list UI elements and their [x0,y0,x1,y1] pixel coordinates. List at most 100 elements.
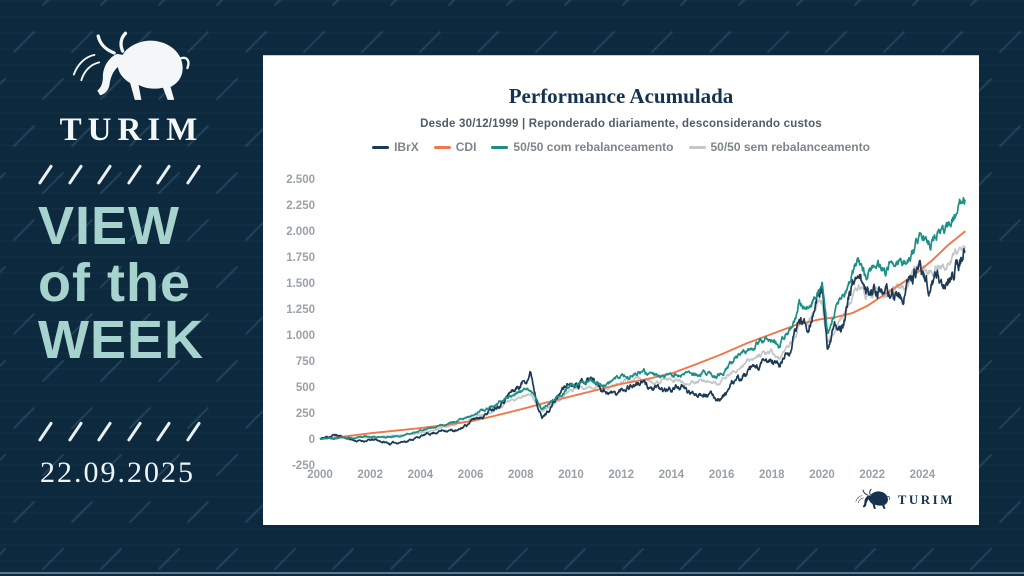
dash-mark [505,547,529,571]
x-axis-tick: 2016 [709,469,735,481]
dash-mark [998,30,1022,54]
slash-icon [96,421,112,442]
x-axis-tick: 2010 [558,469,584,481]
legend-item: IBrX [372,140,419,154]
date-label: 22.09.2025 [40,456,195,489]
bull-icon-small [855,488,890,510]
y-axis-tick: 750 [296,356,315,368]
dash-mark [853,0,877,7]
legend-swatch-icon [491,145,509,149]
legend-item: CDI [433,140,477,154]
x-axis-tick: 2002 [357,469,383,481]
x-axis-tick: 2012 [608,469,634,481]
dash-mark [969,0,993,7]
y-axis-tick: 1.750 [286,252,315,264]
title-line-2: of the [38,253,191,313]
dash-mark [592,30,616,54]
legend-label: 50/50 com rebalanceamento [513,140,674,154]
dash-mark [621,547,645,571]
footer-brand-wordmark: TURIM [897,491,955,507]
x-axis-tick: 2018 [759,469,785,481]
dash-mark [795,0,819,7]
dash-mark [389,547,413,571]
x-axis-tick: 2004 [408,469,434,481]
series-line-50-50-com-rebalanceamento [319,196,967,440]
legend-swatch-icon [372,145,390,149]
dash-mark [998,500,1022,524]
dash-mark [360,30,384,54]
dash-mark [998,312,1022,336]
slash-divider-bottom [37,420,201,443]
dash-mark [563,0,587,7]
slash-icon [67,164,83,185]
y-axis-tick: 1.500 [286,278,315,290]
x-axis-tick: 2020 [809,469,835,481]
dash-mark [737,547,761,571]
dash-mark [302,30,326,54]
bottom-accent-line [0,572,1024,574]
y-axis-tick: 500 [296,382,315,394]
x-axis-tick: 2000 [307,469,333,481]
x-axis-tick: 2024 [910,469,936,481]
dash-mark [679,0,703,7]
legend-label: IBrX [394,140,419,154]
dash-mark [273,547,297,571]
dash-mark [998,218,1022,242]
legend-swatch-icon [688,145,706,149]
dash-mark [505,0,529,7]
slash-icon [155,164,171,185]
slash-icon [126,164,142,185]
x-axis-tick: 2008 [508,469,534,481]
dash-mark [766,30,790,54]
y-axis-tick: 2.500 [286,174,315,186]
title-line-1: VIEW [38,196,181,256]
slash-icon [37,164,53,185]
y-axis-tick: 0 [309,434,315,446]
dash-mark [911,547,935,571]
dash-mark [650,30,674,54]
legend-item: 50/50 sem rebalanceamento [688,140,870,154]
y-axis-tick: -250 [292,460,315,472]
slash-icon [155,421,171,442]
series-line-ibrx [319,247,966,446]
dash-mark [882,30,906,54]
chart-subtitle: Desde 30/12/1999 | Reponderado diariamen… [420,118,822,130]
chart-card: Performance Acumulada Desde 30/12/1999 |… [263,55,979,525]
dash-mark [447,0,471,7]
dash-mark [969,547,993,571]
slash-icon [37,421,53,442]
dash-mark [853,547,877,571]
dash-mark [998,406,1022,430]
dash-mark [418,30,442,54]
dash-mark [940,30,964,54]
y-axis-tick: 1.250 [286,304,315,316]
dash-mark [708,30,732,54]
dash-mark [621,0,645,7]
footer-logo: TURIM [855,487,955,512]
chart-title: Performance Acumulada [508,84,734,108]
dash-mark [737,0,761,7]
chart-legend: IBrX CDI 50/50 com rebalanceamento 50/50 se… [263,140,979,154]
performance-line-chart: 2.500 2.250 2.000 1.750 1.500 1.250 1.000 750 50… [286,174,967,481]
y-axis-tick: 2.000 [286,226,315,238]
title-line-3: WEEK [38,310,204,370]
dash-mark [795,547,819,571]
dash-mark [534,30,558,54]
bull-icon [71,31,190,102]
sidebar: TURIM VIEW of the WEEK 22.09.2025 [0,0,263,576]
dash-mark [273,0,297,7]
slash-icon [96,164,112,185]
dash-mark [389,0,413,7]
dash-mark [911,0,935,7]
x-axis-tick: 2014 [659,469,685,481]
x-axis-tick: 2006 [458,469,484,481]
dash-mark [331,0,355,7]
y-axis-tick: 2.250 [286,200,315,212]
dash-mark [476,30,500,54]
legend-item: 50/50 com rebalanceamento [491,140,674,154]
slash-icon [185,164,201,185]
y-axis-tick: 250 [296,408,315,420]
slash-divider-top [37,163,201,186]
page-title: VIEW of the WEEK [38,198,204,369]
legend-label: CDI [455,140,477,154]
